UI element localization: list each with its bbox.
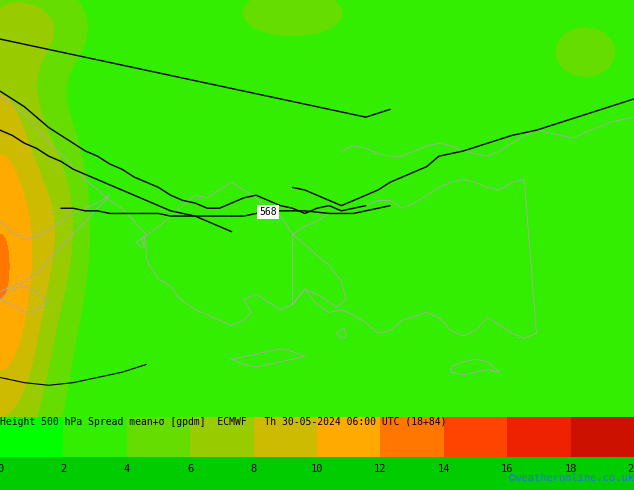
Bar — [190, 416, 254, 457]
Text: Height 500 hPa Spread mean+σ [gpdm]  ECMWF   Th 30-05-2024 06:00 UTC (18+84): Height 500 hPa Spread mean+σ [gpdm] ECMW… — [0, 416, 446, 426]
Text: 8: 8 — [250, 465, 257, 474]
Bar — [380, 416, 444, 457]
Bar — [0, 416, 63, 457]
Bar — [317, 416, 380, 457]
Text: 0: 0 — [0, 465, 3, 474]
Bar — [571, 416, 634, 457]
Bar — [127, 416, 190, 457]
Bar — [63, 416, 127, 457]
Bar — [444, 416, 507, 457]
Bar — [507, 416, 571, 457]
Text: 14: 14 — [437, 465, 450, 474]
Text: 2: 2 — [60, 465, 67, 474]
Text: 12: 12 — [374, 465, 387, 474]
Text: 16: 16 — [501, 465, 514, 474]
Text: 6: 6 — [187, 465, 193, 474]
Text: ©weatheronline.co.uk: ©weatheronline.co.uk — [509, 473, 634, 483]
Text: 10: 10 — [311, 465, 323, 474]
Text: 568: 568 — [259, 207, 277, 217]
Text: 20: 20 — [628, 465, 634, 474]
Bar — [254, 416, 317, 457]
Text: 4: 4 — [124, 465, 130, 474]
Text: 18: 18 — [564, 465, 577, 474]
